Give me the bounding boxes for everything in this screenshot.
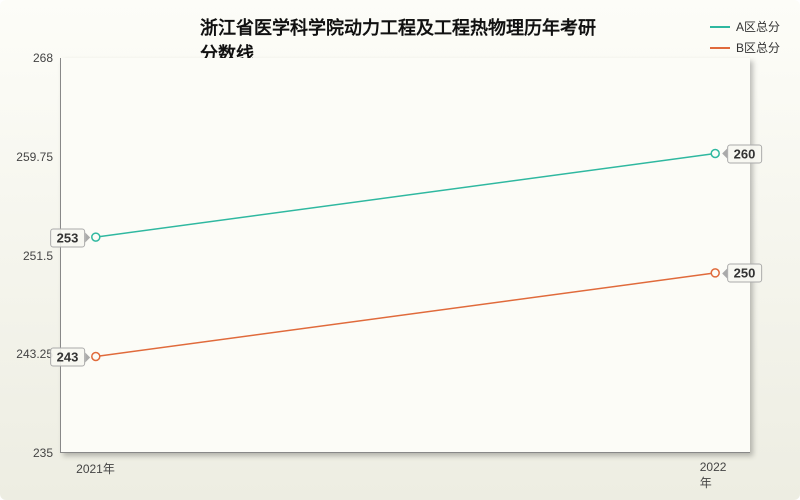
legend-swatch-b [710,47,730,49]
series-marker [711,150,719,158]
series-line [96,273,715,357]
x-tick-label: 2022年 [700,460,734,491]
legend-swatch-a [710,26,730,28]
series-marker [92,233,100,241]
chart-lines-svg [61,58,750,452]
legend-label-b: B区总分 [736,39,780,56]
data-label: 253 [50,228,86,247]
chart-container: 浙江省医学科学院动力工程及工程热物理历年考研分数线 A区总分 B区总分 2352… [0,0,800,500]
series-marker [92,352,100,360]
x-tick-label: 2021年 [76,460,115,477]
plot-area: 235243.25251.5259.752682021年2022年2532602… [60,58,750,453]
legend-item-b: B区总分 [710,39,780,56]
data-label: 243 [50,348,86,367]
legend-item-a: A区总分 [710,18,780,35]
legend: A区总分 B区总分 [710,18,780,60]
series-marker [711,269,719,277]
data-label: 250 [727,264,763,283]
y-tick-label: 243.25 [16,347,53,361]
y-tick-label: 251.5 [23,249,53,263]
series-line [96,154,715,238]
y-tick-label: 259.75 [16,150,53,164]
y-tick-label: 235 [33,446,53,460]
data-label: 260 [727,144,763,163]
y-tick-label: 268 [33,51,53,65]
legend-label-a: A区总分 [736,18,780,35]
